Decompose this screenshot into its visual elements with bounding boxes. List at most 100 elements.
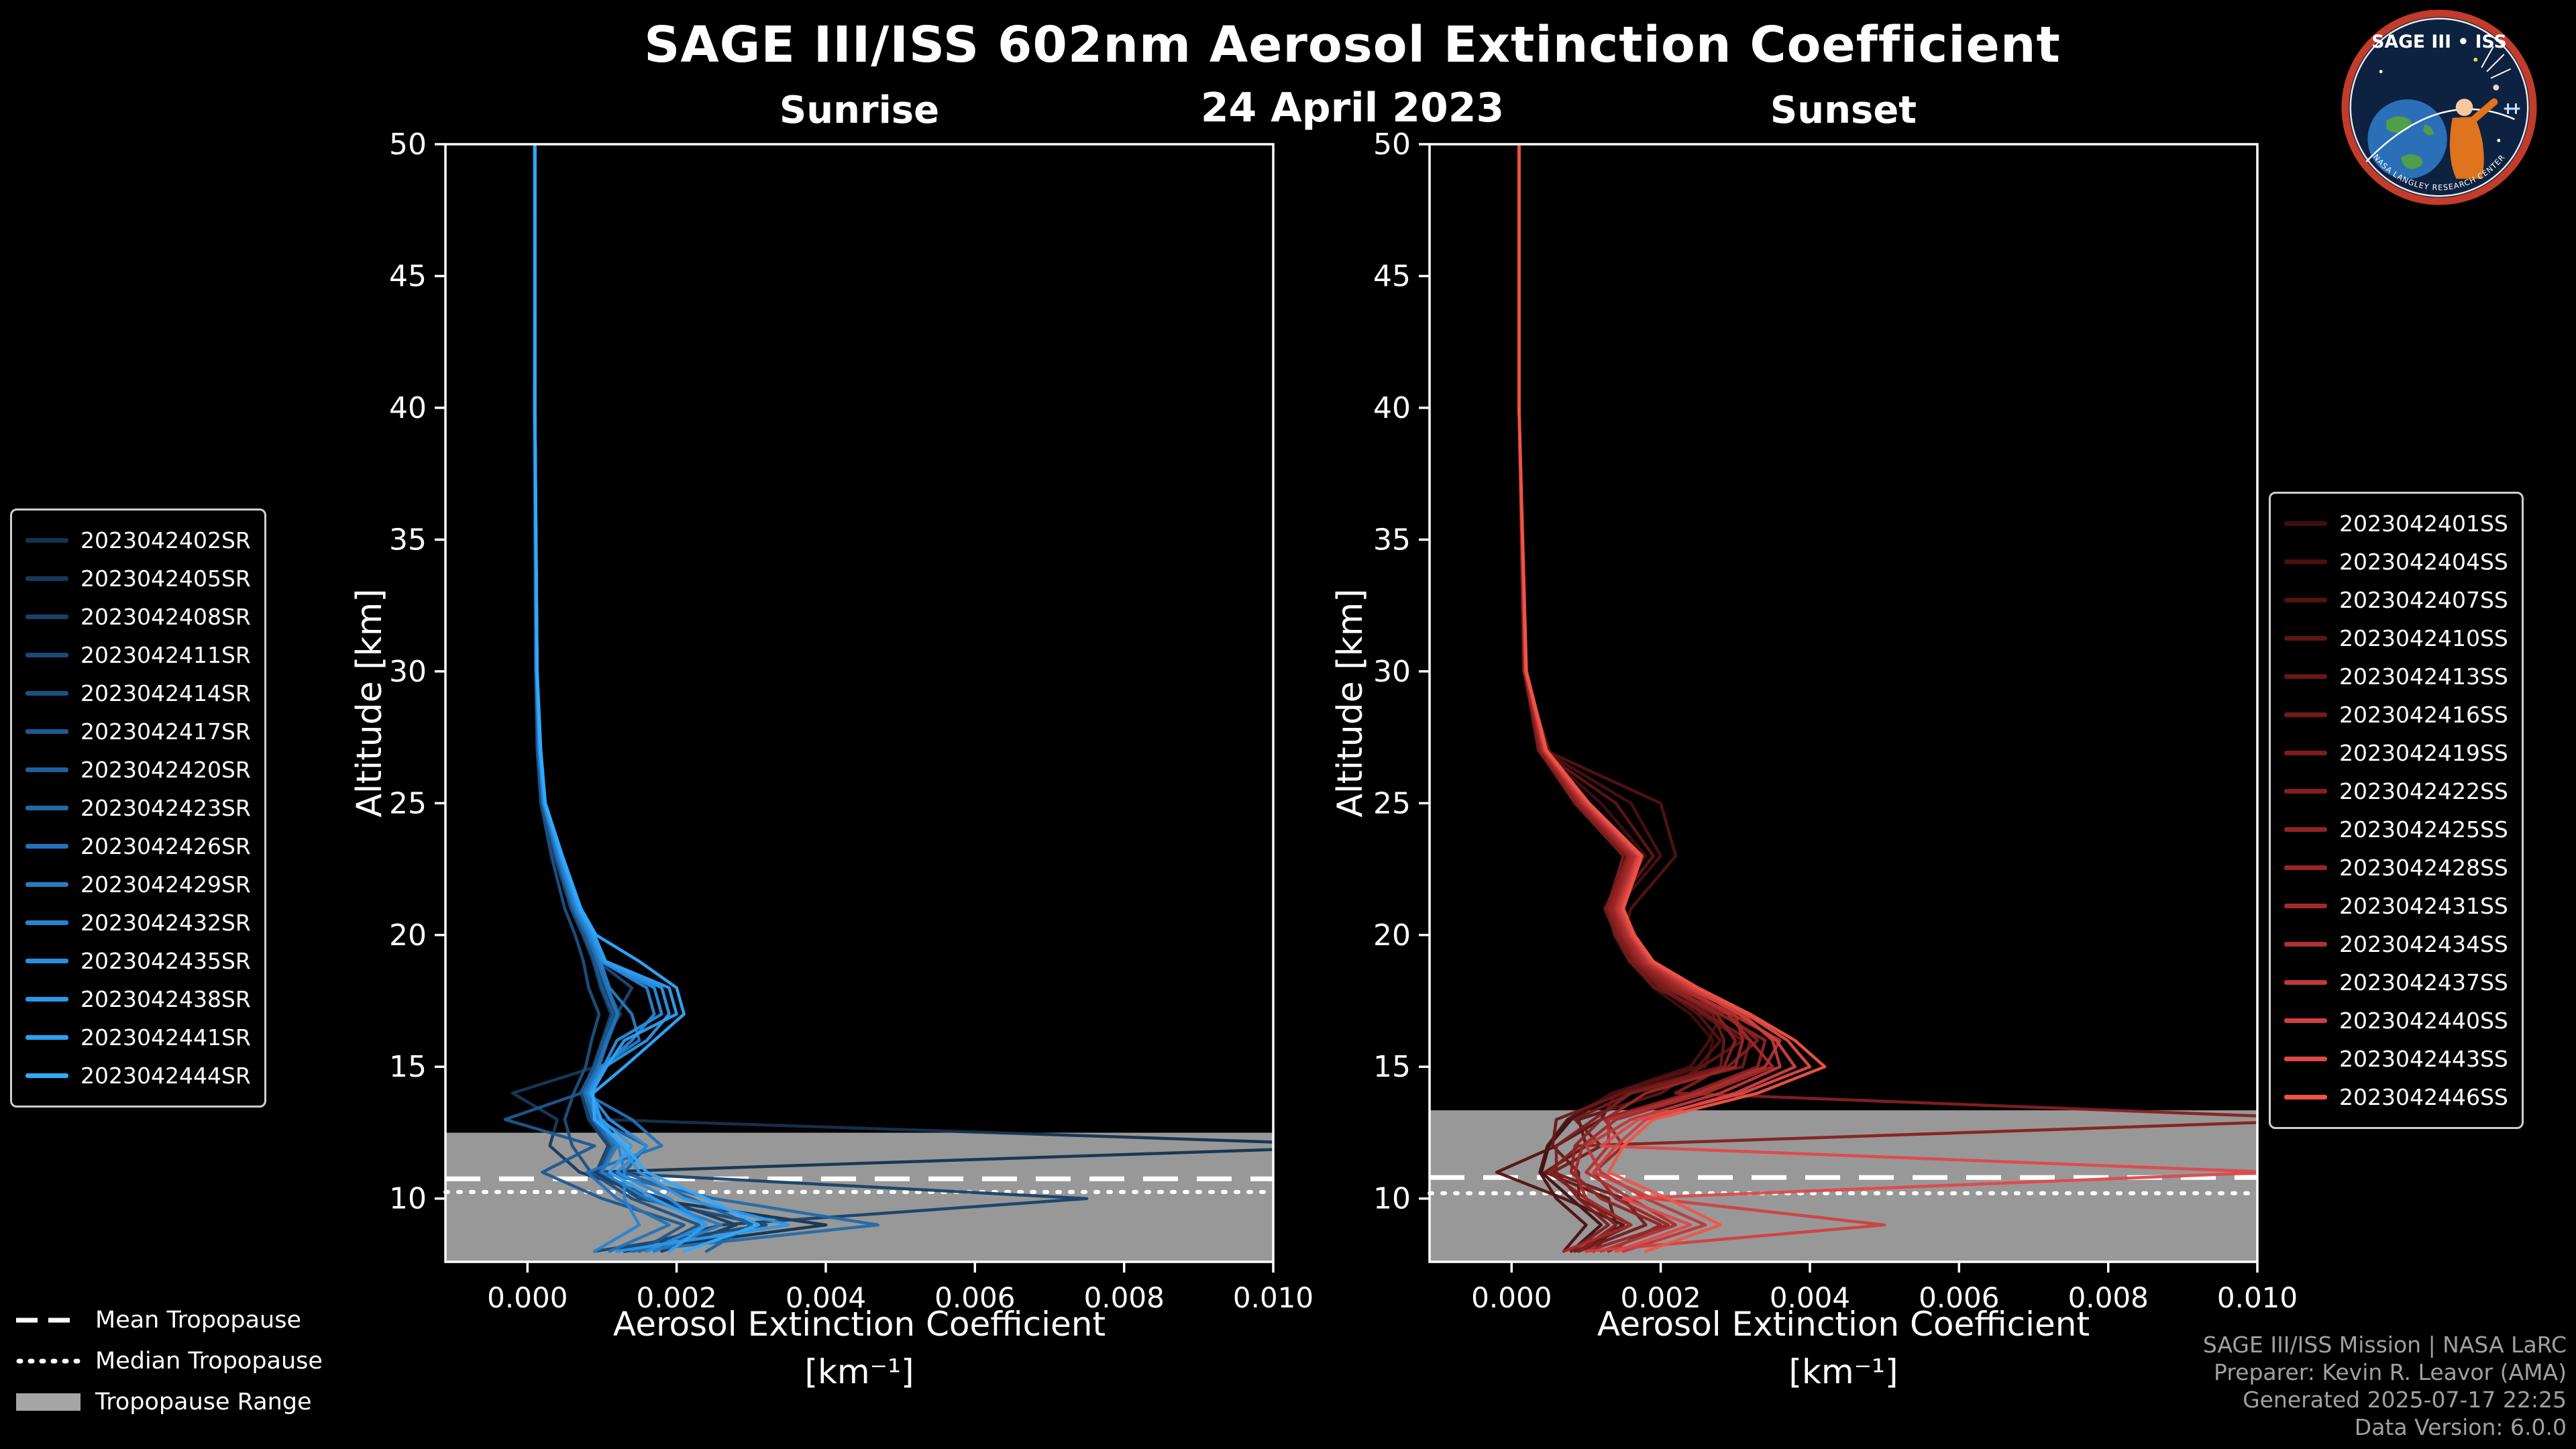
profile-line-2023042408SR <box>533 144 1089 1253</box>
y-tick-label: 25 <box>1373 786 1411 820</box>
legend-label: 2023042434SS <box>2339 931 2508 957</box>
legend-label: 2023042432SR <box>80 910 251 936</box>
median-tropopause-label: Median Tropopause <box>95 1348 323 1375</box>
plot-frame <box>444 143 1275 1263</box>
legend-color-swatch <box>25 882 68 887</box>
dashed-line-icon <box>16 1318 80 1323</box>
sunrise-legend-item: 2023042432SR <box>25 904 251 942</box>
legend-color-swatch <box>2284 789 2327 794</box>
mean-tropopause-label: Mean Tropopause <box>95 1307 302 1334</box>
legend-color-swatch <box>2284 559 2327 564</box>
sunset-legend-item: 2023042410SS <box>2284 619 2508 657</box>
x-tick-label: 0.000 <box>1471 1281 1552 1314</box>
y-tick-label: 15 <box>389 1050 427 1084</box>
legend-label: 2023042431SS <box>2339 893 2508 919</box>
legend-label: 2023042419SS <box>2339 740 2508 766</box>
tropopause-range-label: Tropopause Range <box>95 1389 312 1415</box>
sunrise-legend-item: 2023042411SR <box>25 636 251 674</box>
orbit-path-icon <box>2365 108 2515 162</box>
profile-line-2023042414SR <box>533 144 701 1253</box>
legend-label: 2023042428SS <box>2339 855 2508 881</box>
sunrise-legend-item: 2023042429SR <box>25 865 251 904</box>
x-tick-label: 0.004 <box>1770 1281 1850 1314</box>
legend-color-swatch <box>2284 521 2327 526</box>
x-tick-label: 0.004 <box>786 1281 866 1314</box>
y-tick-label: 35 <box>1373 523 1411 557</box>
sunset-x-axis-units: [km⁻¹] <box>1788 1352 1898 1391</box>
sunrise-y-axis-label: Altitude [km] <box>350 588 390 818</box>
profile-line-2023042413SS <box>1517 144 1726 1253</box>
sunrise-legend-item: 2023042417SR <box>25 712 251 751</box>
date-subtitle: 24 April 2023 <box>1200 85 1505 131</box>
sunrise-legend: 2023042402SR 2023042405SR 2023042408SR 2023… <box>10 508 266 1108</box>
legend-color-swatch <box>25 920 68 925</box>
sunrise-legend-item: 2023042402SR <box>25 521 251 559</box>
legend-color-swatch <box>2284 674 2327 679</box>
legend-label: 2023042441SR <box>80 1024 251 1051</box>
sage-iii-iss-mission-patch: SAGE III • ISS NASA LANGLEY RESEARCH CEN… <box>2341 9 2537 205</box>
legend-color-swatch <box>25 806 68 810</box>
legend-label: 2023042420SR <box>80 757 251 783</box>
sunrise-legend-item: 2023042423SR <box>25 789 251 827</box>
legend-color-swatch <box>25 767 68 772</box>
legend-color-swatch <box>25 1073 68 1078</box>
legend-label: 2023042422SS <box>2339 778 2508 804</box>
legend-label: 2023042414SR <box>80 680 251 706</box>
sunrise-legend-item: 2023042441SR <box>25 1018 251 1057</box>
sunset-legend-item: 2023042440SS <box>2284 1002 2508 1040</box>
iss-icon <box>2504 103 2520 114</box>
sun-rays-icon <box>2481 46 2511 79</box>
legend-color-swatch <box>25 729 68 734</box>
profile-line-2023042435SR <box>533 144 708 1253</box>
x-tick-label: 0.010 <box>2217 1281 2298 1314</box>
x-tick-label: 0.006 <box>934 1281 1015 1314</box>
sunrise-plot: 10 15 20 25 30 35 40 45 50 0.000 0.002 0.004 0.006 0.… <box>389 127 1313 1314</box>
legend-color-swatch <box>2284 1095 2327 1099</box>
legend-color-swatch <box>2284 712 2327 717</box>
profile-line-2023042446SS <box>1517 144 1827 1253</box>
legend-label: 2023042425SS <box>2339 816 2508 843</box>
profile-line-2023042440SS <box>1517 144 1886 1253</box>
legend-label: 2023042443SS <box>2339 1046 2508 1072</box>
sunset-legend-item: 2023042434SS <box>2284 925 2508 963</box>
legend-label: 2023042402SR <box>80 527 251 553</box>
credit-mission: SAGE III/ISS Mission | NASA LaRC <box>2202 1332 2567 1358</box>
y-tick-label: 25 <box>389 786 427 820</box>
dotted-line-icon <box>16 1358 80 1364</box>
legend-label: 2023042444SR <box>80 1063 251 1089</box>
sunrise-panel-title: Sunrise <box>779 89 940 132</box>
sunrise-legend-item: 2023042414SR <box>25 674 251 712</box>
y-tick-label: 50 <box>389 127 427 162</box>
planet-dot-icon <box>2473 58 2478 62</box>
profile-line-2023042441SR <box>533 144 708 1253</box>
legend-color-swatch <box>2284 942 2327 947</box>
sunset-legend-item: 2023042428SS <box>2284 849 2508 887</box>
legend-label: 2023042413SS <box>2339 663 2508 690</box>
profile-line-2023042401SS <box>1517 144 1715 1253</box>
credit-preparer: Preparer: Kevin R. Leavor (AMA) <box>2214 1359 2567 1385</box>
legend-label: 2023042440SS <box>2339 1008 2508 1034</box>
legend-label: 2023042435SR <box>80 948 251 974</box>
legend-color-swatch <box>25 959 68 963</box>
legend-color-swatch <box>2284 751 2327 755</box>
profile-line-2023042402SR <box>533 144 1273 1253</box>
legend-color-swatch <box>25 997 68 1002</box>
legend-color-swatch <box>25 691 68 696</box>
legend-color-swatch <box>2284 1018 2327 1023</box>
sunset-y-axis-label: Altitude [km] <box>1330 588 1371 818</box>
y-tick-label: 10 <box>1373 1182 1411 1216</box>
legend-label: 2023042405SR <box>80 566 251 592</box>
x-tick-label: 0.006 <box>1919 1281 1999 1314</box>
y-tick-label: 40 <box>389 391 427 425</box>
plot-frame <box>1428 143 2259 1263</box>
sunset-legend-item: 2023042413SS <box>2284 657 2508 696</box>
profile-line-2023042444SR <box>533 144 761 1253</box>
sunset-legend-item: 2023042446SS <box>2284 1078 2508 1116</box>
credits-block: SAGE III/ISS Mission | NASA LaRC Prepare… <box>2203 1331 2567 1441</box>
y-tick-label: 40 <box>1373 391 1411 425</box>
y-tick-label: 30 <box>389 655 427 689</box>
sunset-legend-item: 2023042443SS <box>2284 1040 2508 1078</box>
legend-label: 2023042438SR <box>80 986 251 1012</box>
sunrise-legend-item: 2023042426SR <box>25 827 251 865</box>
sunset-legend-item: 2023042404SS <box>2284 543 2508 581</box>
